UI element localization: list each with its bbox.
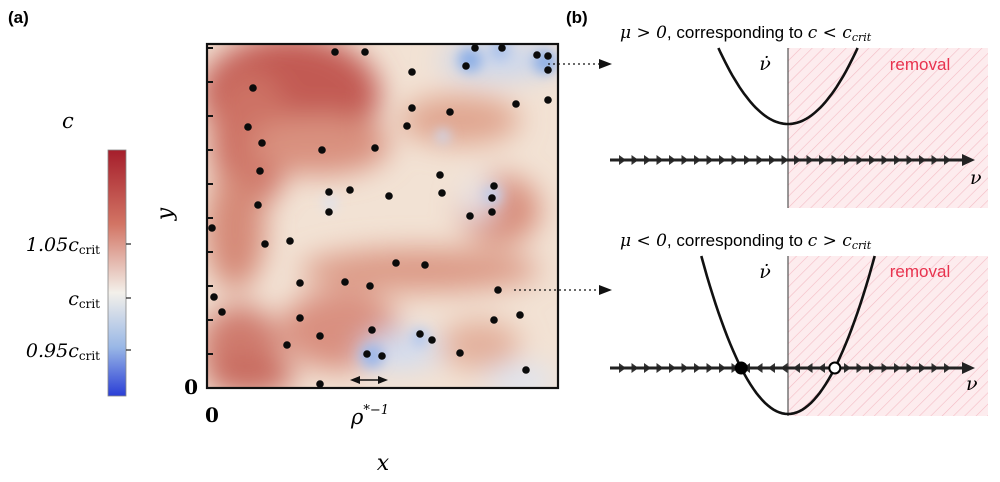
top-nu-label: ν bbox=[970, 167, 982, 189]
top-parabola-curve bbox=[717, 47, 859, 126]
particle-dot bbox=[488, 194, 496, 202]
particle-dot bbox=[533, 51, 541, 59]
particle-dot bbox=[544, 52, 552, 60]
top-phase-caption: μ > 0, corresponding to c < ccrit bbox=[620, 23, 872, 44]
particle-dot bbox=[466, 212, 474, 220]
colorbar-title: c bbox=[62, 109, 74, 133]
particle-dot bbox=[368, 326, 376, 334]
top-removal-region bbox=[788, 48, 988, 208]
y-axis-label: y bbox=[153, 207, 178, 221]
particle-dot bbox=[371, 144, 379, 152]
particle-dot bbox=[408, 104, 416, 112]
particle-dot bbox=[471, 44, 479, 52]
x-axis-label: x bbox=[377, 451, 390, 476]
particle-dot bbox=[438, 189, 446, 197]
particle-dot bbox=[361, 48, 369, 56]
particle-dot bbox=[421, 261, 429, 269]
particle-dot bbox=[522, 366, 530, 374]
particle-dot bbox=[512, 100, 520, 108]
colorbar-tick-label: ccrit bbox=[68, 288, 100, 311]
bottom-phase-caption: μ < 0, corresponding to c > ccrit bbox=[620, 231, 872, 252]
panel-a-label: (a) bbox=[8, 8, 29, 27]
particle-dot bbox=[296, 314, 304, 322]
particle-dot bbox=[363, 350, 371, 358]
y-origin-label: 0 bbox=[184, 375, 198, 399]
colorbar-tick-label: 0.95ccrit bbox=[26, 340, 100, 363]
particle-dot bbox=[261, 240, 269, 248]
particle-dot bbox=[544, 66, 552, 74]
particle-dot bbox=[456, 349, 464, 357]
bottom-removal-label: removal bbox=[890, 262, 950, 281]
particle-dot bbox=[378, 352, 386, 360]
particle-dot bbox=[341, 278, 349, 286]
particle-dot bbox=[428, 336, 436, 344]
particle-dot bbox=[256, 167, 264, 175]
particle-dot bbox=[244, 123, 252, 131]
particle-dot bbox=[416, 330, 424, 338]
particle-dot bbox=[331, 48, 339, 56]
particles bbox=[208, 44, 552, 388]
density-scale-bar: ρ*−1 bbox=[350, 376, 389, 429]
particle-dot bbox=[286, 237, 294, 245]
particle-dot bbox=[325, 188, 333, 196]
leader-arrowhead-bottom bbox=[599, 285, 612, 295]
particle-dot bbox=[498, 44, 506, 52]
unstable-fixed-point bbox=[828, 361, 842, 375]
top-phase-diagram: removal ν̇ ν bbox=[610, 47, 988, 208]
particle-dot bbox=[408, 68, 416, 76]
colorbar-tick-label: 1.05ccrit bbox=[26, 234, 100, 257]
fixed-points bbox=[734, 361, 842, 375]
heatmap-frame bbox=[205, 42, 560, 390]
bottom-nudot-label: ν̇ bbox=[759, 261, 771, 283]
particle-dot bbox=[296, 279, 304, 287]
bottom-nu-axis-arrow bbox=[962, 362, 975, 374]
colorbar-gradient bbox=[107, 149, 127, 397]
particle-dot bbox=[494, 286, 502, 294]
concentration-heatmap bbox=[205, 42, 560, 390]
particle-dot bbox=[490, 182, 498, 190]
particle-dot bbox=[346, 186, 354, 194]
scale-bar-label: ρ*−1 bbox=[350, 403, 389, 429]
particle-dot bbox=[254, 201, 262, 209]
particle-dot bbox=[446, 108, 454, 116]
y-axis-ticks bbox=[207, 47, 213, 389]
particle-dot bbox=[436, 171, 444, 179]
particle-dot bbox=[318, 146, 326, 154]
top-removal-label: removal bbox=[890, 55, 950, 74]
particle-dot bbox=[403, 122, 411, 130]
bottom-removal-region bbox=[788, 256, 988, 416]
particle-dot bbox=[316, 332, 324, 340]
particle-dot bbox=[516, 311, 524, 319]
particle-dot bbox=[488, 208, 496, 216]
particle-dot bbox=[249, 84, 257, 92]
particle-dot bbox=[385, 192, 393, 200]
top-nu-axis-arrow bbox=[962, 154, 975, 166]
particle-dot bbox=[208, 224, 216, 232]
particle-dot bbox=[258, 139, 266, 147]
particle-dot bbox=[462, 62, 470, 70]
particle-dot bbox=[392, 259, 400, 267]
colorbar: c 1.05ccrit ccrit 0.95ccrit bbox=[26, 109, 131, 397]
particle-dot bbox=[283, 341, 291, 349]
particle-dot bbox=[544, 96, 552, 104]
colorbar-ticks: 1.05ccrit ccrit 0.95ccrit bbox=[26, 234, 131, 363]
leader-arrowhead-top bbox=[599, 59, 612, 69]
stable-fixed-point bbox=[734, 361, 748, 375]
particle-dot bbox=[325, 208, 333, 216]
bottom-phase-diagram: removal ν̇ ν bbox=[610, 255, 988, 416]
particle-dot bbox=[490, 316, 498, 324]
particle-dot bbox=[218, 308, 226, 316]
x-origin-label: 0 bbox=[205, 403, 219, 427]
particle-dot bbox=[316, 380, 324, 388]
particle-dot bbox=[366, 282, 374, 290]
top-nudot-label: ν̇ bbox=[759, 53, 771, 75]
particle-dot bbox=[210, 293, 218, 301]
leader-arrows bbox=[514, 59, 612, 295]
bottom-nu-label: ν bbox=[966, 373, 978, 395]
bottom-parabola-curve bbox=[700, 255, 876, 416]
panel-b-label: (b) bbox=[566, 8, 588, 27]
